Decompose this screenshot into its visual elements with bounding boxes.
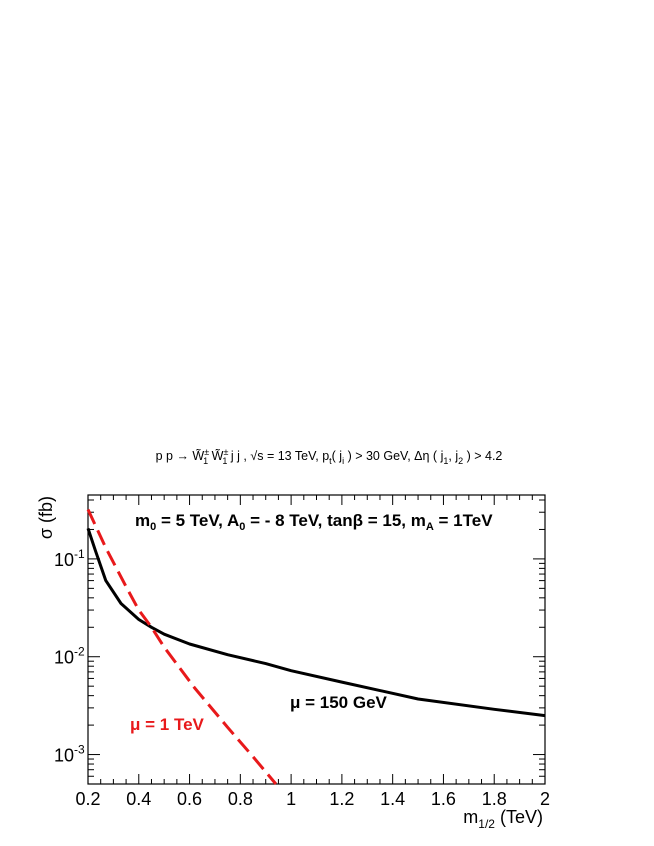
series-line-mu-150-gev [86, 527, 546, 718]
x-tick-label: 0.8 [228, 789, 253, 809]
series-lines [86, 508, 546, 785]
x-tick-label: 1.6 [431, 789, 456, 809]
x-tick-labels: 0.2 0.4 0.6 0.8 1 1.2 1.4 1.6 1.8 2 [75, 789, 550, 809]
y-axis-label: σ (fb) [36, 496, 56, 539]
series-label-mu-150: μ = 150 GeV [290, 693, 388, 712]
x-tick-label: 2 [540, 789, 550, 809]
parameter-annotation: m0 = 5 TeV, A0 = - 8 TeV, tanβ = 15, mA … [135, 511, 493, 533]
y-tick-label: 10-3 [54, 743, 85, 766]
x-tick-label: 1 [286, 789, 296, 809]
y-tick-label: 10-1 [54, 547, 85, 570]
x-tick-label: 0.6 [177, 789, 202, 809]
axis-ticks [87, 495, 546, 785]
x-tick-label: 1.8 [482, 789, 507, 809]
y-tick-label: 10-2 [54, 645, 85, 668]
plot-frame [87, 494, 546, 785]
y-tick-labels: 10-1 10-2 10-3 [54, 547, 85, 766]
x-tick-label: 0.2 [75, 789, 100, 809]
series-line-mu-1-tev [86, 508, 278, 785]
x-tick-label: 0.4 [126, 789, 151, 809]
series-label-mu-1tev: μ = 1 TeV [130, 715, 205, 734]
x-tick-label: 1.4 [380, 789, 405, 809]
x-tick-label: 1.2 [329, 789, 354, 809]
chart-title: p p → W̃± 1 W̃± 1 j j , √s = 13 TeV, pt( j… [156, 447, 503, 466]
x-axis-label: m1/2 (TeV) [463, 807, 543, 831]
